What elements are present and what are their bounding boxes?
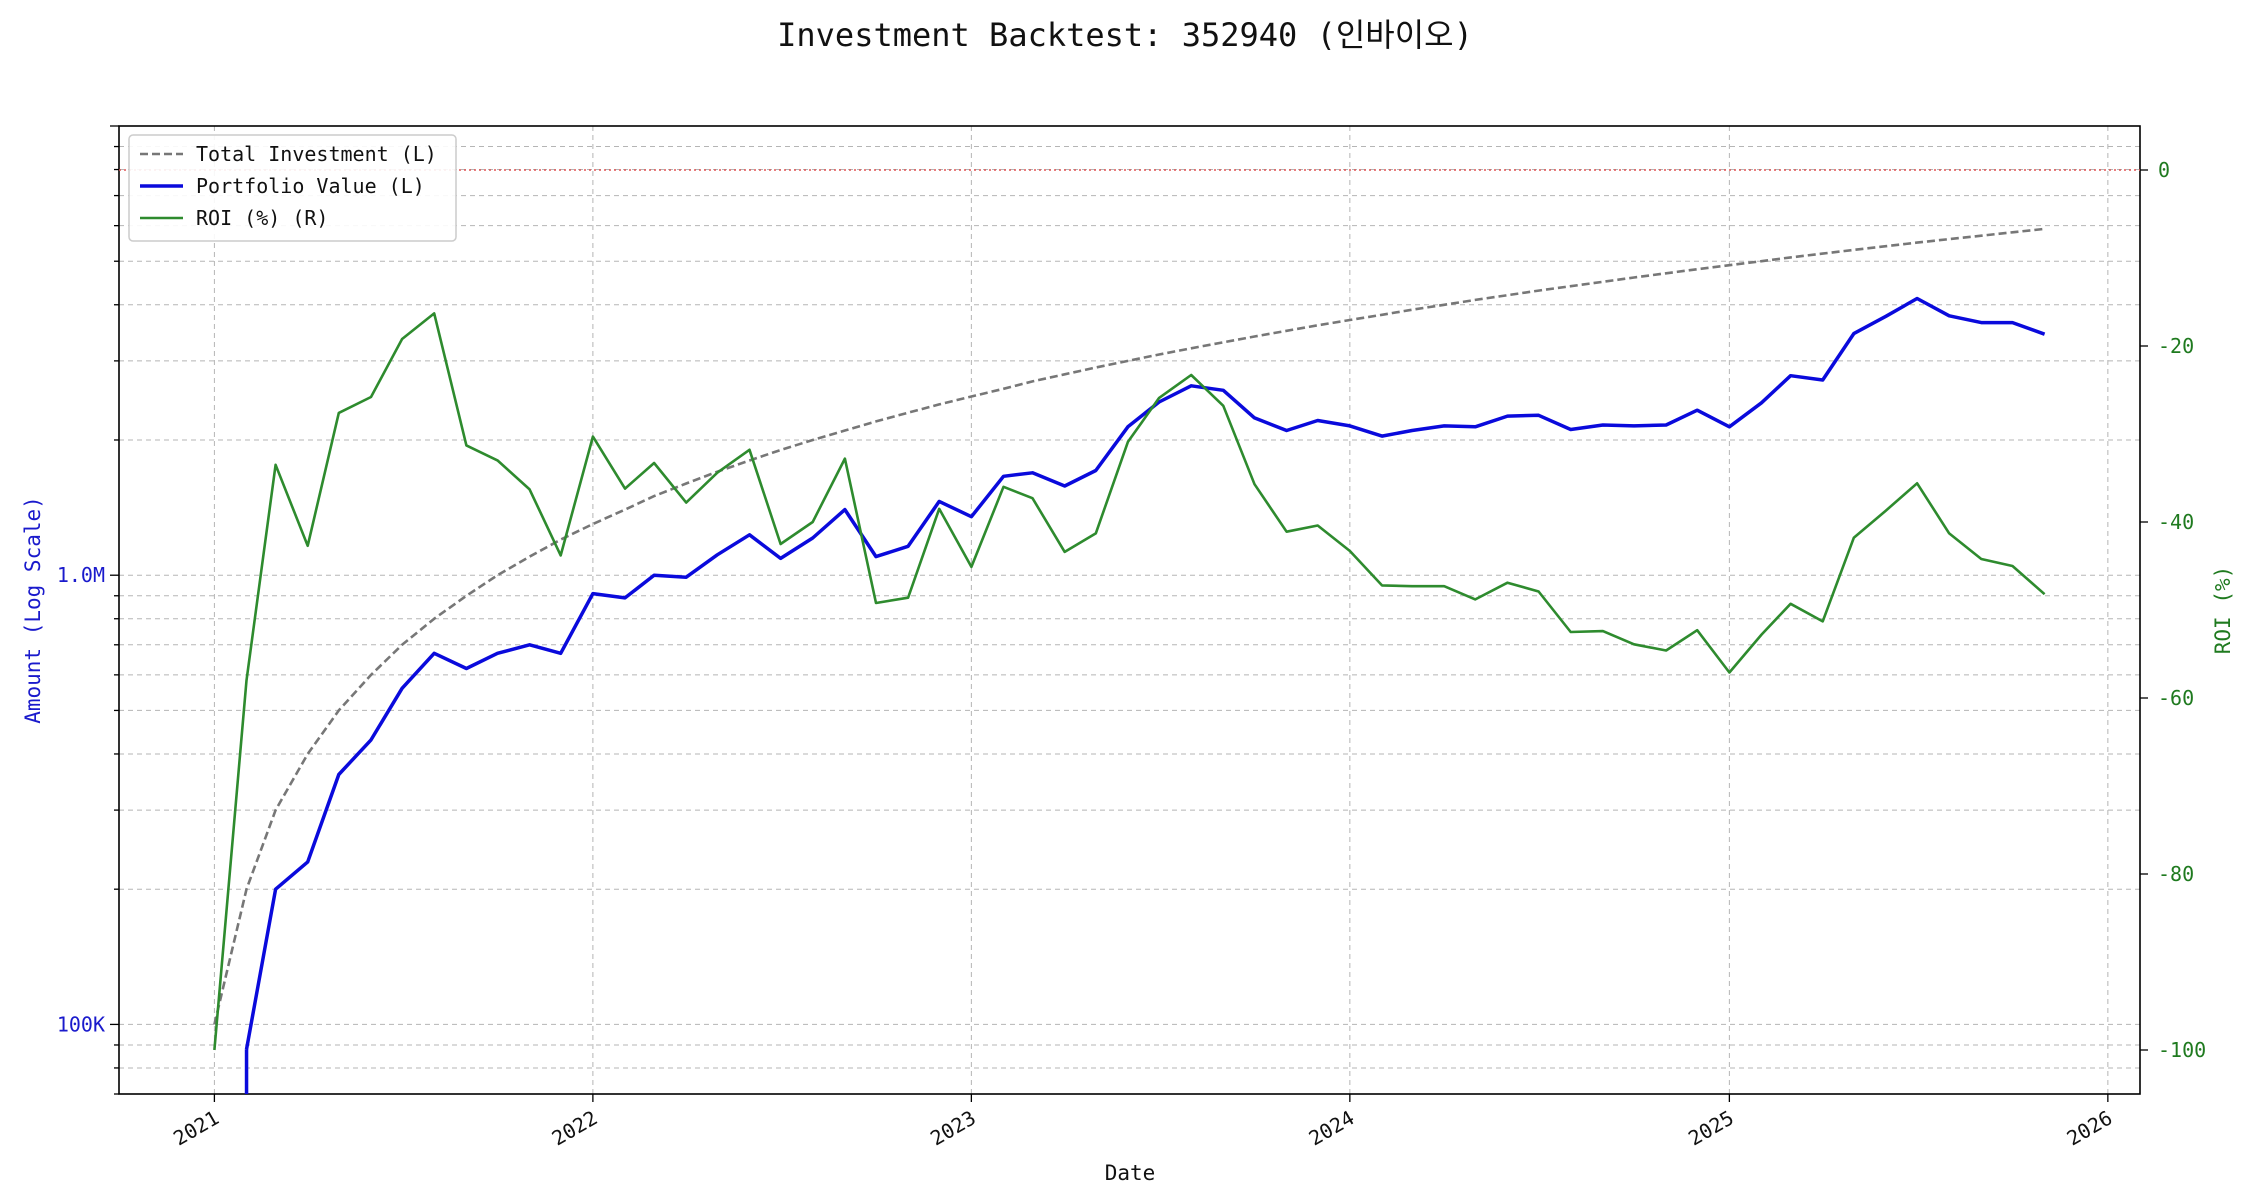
y-right-tick-label: -100 bbox=[2158, 1038, 2206, 1062]
grid bbox=[119, 125, 2140, 1095]
y-right-tick-label: -20 bbox=[2158, 334, 2194, 358]
y-left-tick-label: 100K bbox=[57, 1012, 105, 1036]
x-axis-label: Date bbox=[1105, 1161, 1156, 1185]
series-line-roi bbox=[213, 312, 2046, 1051]
y-left-tick-label: 1.0M bbox=[57, 563, 105, 587]
x-tick-label: 2025 bbox=[1684, 1106, 1738, 1151]
y-right-tick-label: -60 bbox=[2158, 686, 2194, 710]
y-axis-right-label: ROI (%) bbox=[2211, 566, 2235, 655]
x-tick-label: 2021 bbox=[169, 1106, 223, 1151]
y-axis-left-label: Amount (Log Scale) bbox=[21, 496, 45, 724]
legend-label-investment: Total Investment (L) bbox=[196, 142, 437, 166]
x-tick-label: 2026 bbox=[2063, 1106, 2117, 1151]
legend: Total Investment (L) Portfolio Value (L)… bbox=[128, 134, 457, 242]
x-tick-label: 2023 bbox=[926, 1106, 980, 1151]
x-tick-label: 2024 bbox=[1305, 1106, 1359, 1151]
chart-title: Investment Backtest: 352940 (인바이오) bbox=[777, 16, 1473, 54]
legend-box bbox=[128, 134, 457, 242]
y-right-tick-label: -40 bbox=[2158, 510, 2194, 534]
series-group bbox=[213, 227, 2046, 1094]
legend-label-roi: ROI (%) (R) bbox=[196, 206, 328, 230]
series-line-portfolio-value bbox=[244, 296, 2046, 1050]
y-right-tick-label: -80 bbox=[2158, 862, 2194, 886]
x-tick-label: 2022 bbox=[548, 1106, 602, 1151]
plot-frame bbox=[118, 125, 2141, 1095]
series-line-total-investment bbox=[213, 227, 2045, 1025]
legend-label-portfolio: Portfolio Value (L) bbox=[196, 174, 425, 198]
y-right-tick-label: 0 bbox=[2158, 158, 2170, 182]
axes: 2021 2022 2023 2024 2025 2026 100K 1.0M 0 -20 -40 -… bbox=[57, 125, 2206, 1151]
